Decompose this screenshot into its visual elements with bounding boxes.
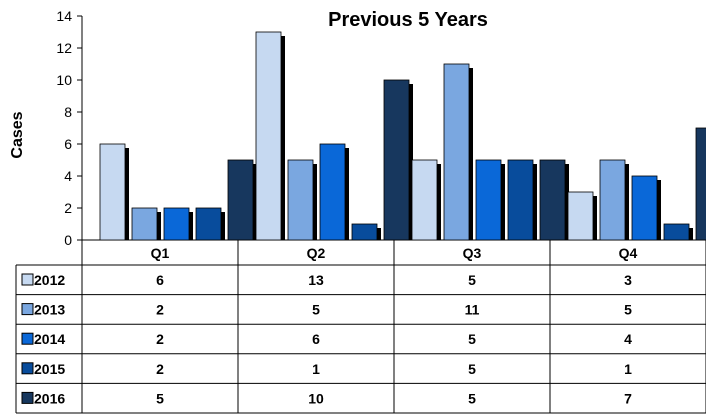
y-tick-label: 6 [64, 136, 72, 152]
x-category-label: Q3 [463, 245, 482, 261]
bar [567, 191, 594, 241]
table-value: 5 [624, 302, 632, 318]
bar [99, 143, 126, 241]
table-value: 5 [312, 302, 320, 318]
table-value: 11 [465, 302, 480, 318]
bar [475, 159, 502, 241]
legend-label: 2013 [34, 302, 65, 318]
table-value: 5 [468, 390, 476, 406]
legend-swatch [21, 362, 34, 375]
bars [99, 31, 706, 241]
bar [663, 223, 690, 241]
table-value: 13 [308, 272, 324, 288]
y-tick-label: 4 [64, 168, 72, 184]
bar [599, 159, 626, 241]
data-table: 2012 6 13 5 3 2013 2 5 11 5 2014 2 6 5 4 2015 2 1 5 1 2016 5 1… [21, 272, 632, 406]
y-tick-label: 0 [64, 232, 72, 248]
legend-label: 2016 [34, 390, 65, 406]
table-value: 5 [468, 272, 476, 288]
table-value: 6 [312, 331, 320, 347]
table-value: 3 [624, 272, 632, 288]
table-value: 1 [312, 361, 320, 377]
table-value: 6 [156, 272, 164, 288]
legend-label: 2014 [34, 331, 65, 347]
legend-swatch [21, 332, 34, 345]
bar [163, 207, 190, 241]
chart-title: Previous 5 Years [328, 9, 488, 31]
bar [539, 159, 566, 241]
bar [227, 159, 254, 241]
bar [507, 159, 534, 241]
legend-swatch [21, 391, 34, 404]
category-labels: Q1 Q2 Q3 Q4 [151, 245, 638, 261]
x-category-label: Q1 [151, 245, 170, 261]
bar [631, 175, 658, 241]
bar [443, 63, 470, 241]
legend-label: 2012 [34, 272, 65, 288]
y-tick-label: 14 [56, 8, 72, 24]
bar [695, 127, 706, 241]
legend-swatch [21, 303, 34, 316]
bar [319, 143, 346, 241]
y-tick-label: 8 [64, 104, 72, 120]
y-tick-label: 2 [64, 200, 72, 216]
y-axis-label: Cases [9, 111, 26, 158]
x-category-label: Q4 [619, 245, 638, 261]
y-axis: 0 2 4 6 8 10 12 14 [56, 8, 83, 248]
bar [287, 159, 314, 241]
table-value: 4 [624, 331, 632, 347]
table-value: 5 [468, 331, 476, 347]
table-value: 1 [624, 361, 632, 377]
y-tick-label: 12 [56, 40, 72, 56]
bar [195, 207, 222, 241]
bar [411, 159, 438, 241]
table-value: 5 [468, 361, 476, 377]
y-tick-label: 10 [56, 72, 72, 88]
bar [351, 223, 378, 241]
table-gridlines [15, 239, 706, 414]
legend-swatch [21, 273, 34, 286]
x-category-label: Q2 [307, 245, 326, 261]
bar [383, 79, 410, 241]
bar [255, 31, 282, 241]
legend-label: 2015 [34, 361, 65, 377]
bar [131, 207, 158, 241]
table-value: 2 [156, 331, 164, 347]
table-value: 2 [156, 302, 164, 318]
table-value: 7 [624, 390, 632, 406]
table-value: 10 [308, 390, 324, 406]
table-value: 5 [156, 390, 164, 406]
table-value: 2 [156, 361, 164, 377]
